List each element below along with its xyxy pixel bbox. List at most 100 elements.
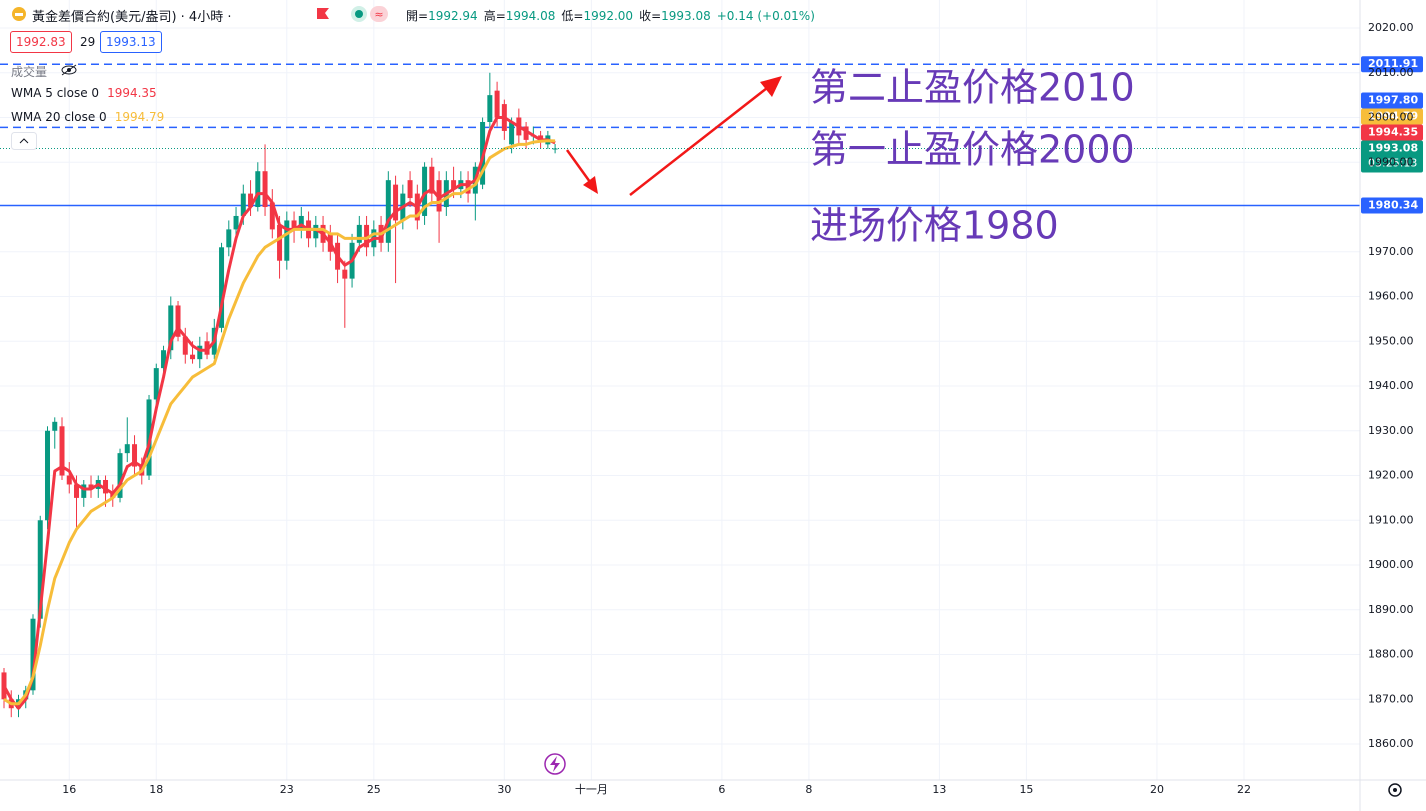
legend-entry: WMA 5 close 0 1994.35: [11, 86, 157, 100]
y-tick-label: 1870.00: [1368, 692, 1414, 705]
price-tags: 1980.34 1993.08 03:25:13 1994.35 1994.79 1997…: [1361, 56, 1423, 214]
candle-body: [429, 166, 435, 194]
plot-area: [0, 63, 1360, 718]
candle-body: [88, 484, 94, 489]
price-tag-label: 1994.79: [1368, 109, 1418, 122]
bid-price[interactable]: 1992.83: [10, 31, 72, 53]
price-tag: [1361, 124, 1423, 141]
y-tick-label: 1930.00: [1368, 424, 1414, 437]
y-tick-label: 1940.00: [1368, 379, 1414, 392]
x-tick-label: 30: [497, 783, 511, 796]
spread: 29: [80, 35, 96, 49]
svg-text:≈: ≈: [374, 8, 383, 21]
candle-body: [37, 520, 43, 619]
candle-body: [262, 171, 268, 208]
candle-body: [45, 430, 51, 521]
y-tick-label: 1950.00: [1368, 334, 1414, 347]
legend-entry: WMA 20 close 0 1994.79: [11, 110, 164, 124]
replay-icon[interactable]: [544, 753, 566, 775]
y-tick-label: 1970.00: [1368, 245, 1414, 258]
price-tag-label: 1997.80: [1368, 93, 1418, 106]
candle-body: [132, 444, 138, 467]
ohlc-legend: 開=1992.94 高=1994.08 低=1992.00 收=1993.08 +0.1…: [406, 7, 815, 24]
candle-body: [538, 135, 544, 140]
candle-body: [168, 305, 174, 351]
y-tick-label: 1880.00: [1368, 648, 1414, 661]
ohlc-value: 1993.08: [661, 9, 711, 23]
wma-line: [2, 116, 556, 710]
arrow-line: [565, 149, 592, 183]
symbol-icon: [12, 7, 26, 21]
ohlc-label: 低=: [561, 9, 584, 23]
symbol-title: 黃金差價合約(美元/盎司) · 4小時 ·: [32, 10, 232, 25]
grid: [0, 0, 1360, 780]
change: +0.14 (+0.01%): [716, 9, 815, 23]
eye-icon[interactable]: [60, 64, 78, 76]
y-tick-label: 1860.00: [1368, 737, 1414, 750]
wma-line: [3, 139, 556, 706]
ohlc-value: 1992.00: [583, 9, 634, 23]
price-tag-label: 2011.91: [1368, 57, 1418, 70]
y-tick-label: 1890.00: [1368, 603, 1414, 616]
candle-body: [393, 184, 399, 221]
price-tag-label: 1980.34: [1368, 198, 1418, 211]
candle-body: [240, 193, 246, 216]
legend-name: WMA 5 close 0: [11, 86, 100, 100]
arrow-head: [760, 76, 782, 97]
flag-icon[interactable]: [316, 7, 330, 21]
x-tick-label: 18: [149, 783, 163, 796]
collapse-button[interactable]: [11, 132, 37, 150]
x-tick-label: 8: [805, 783, 812, 796]
x-tick-label: 20: [1150, 783, 1164, 796]
legend-name: WMA 20 close 0: [11, 110, 107, 124]
legend-value: 1994.79: [114, 110, 165, 124]
candle-body: [422, 166, 428, 216]
status-icons[interactable]: ≈: [350, 5, 392, 23]
y-tick-label: 2020.00: [1368, 21, 1414, 34]
candle-body: [219, 247, 225, 328]
candle-body: [284, 220, 290, 261]
y-tick-label: 1960.00: [1368, 290, 1414, 303]
candle-body: [356, 224, 362, 243]
annotation: 第一止盈价格2000: [810, 128, 1135, 172]
price-tag: [1361, 197, 1423, 214]
candle-body: [523, 126, 529, 140]
annotation: 进场价格1980: [810, 204, 1059, 248]
x-tick-label: 十一月: [575, 782, 608, 796]
annotation: 第二止盈价格2010: [810, 66, 1135, 110]
arrow-head: [583, 176, 598, 194]
candle-body: [407, 180, 413, 199]
candle-body: [30, 618, 36, 691]
x-tick-label: 22: [1237, 783, 1251, 796]
y-tick-label: 1910.00: [1368, 513, 1414, 526]
x-tick-label: 15: [1019, 783, 1033, 796]
candle-body: [59, 426, 65, 476]
candle-body: [233, 215, 239, 230]
candle-body: [509, 121, 515, 145]
settings-icon[interactable]: [1388, 783, 1402, 797]
candle-body: [153, 368, 159, 400]
y-tick-label: 1990.00: [1368, 155, 1414, 168]
candle-body: [255, 171, 261, 208]
candle-body: [52, 421, 58, 431]
price-tag-label: 1994.35: [1368, 125, 1418, 138]
candle-body: [226, 229, 232, 248]
arrow-line: [629, 87, 768, 196]
price-tag: [1361, 108, 1423, 125]
candle-body: [190, 354, 196, 360]
candle-body: [124, 444, 130, 454]
y-tick-label: 2000.00: [1368, 111, 1414, 124]
x-tick-label: 23: [280, 783, 294, 796]
candle-body: [197, 345, 203, 360]
candle-body: [277, 224, 283, 261]
candle-body: [494, 90, 500, 118]
candle-body: [117, 453, 123, 498]
ask-price[interactable]: 1993.13: [100, 31, 162, 53]
ohlc-value: 1994.08: [505, 9, 556, 23]
ohlc-label: 收=: [639, 9, 662, 23]
x-tick-label: 16: [62, 783, 76, 796]
candle-body: [248, 193, 254, 208]
candle-body: [364, 224, 370, 248]
